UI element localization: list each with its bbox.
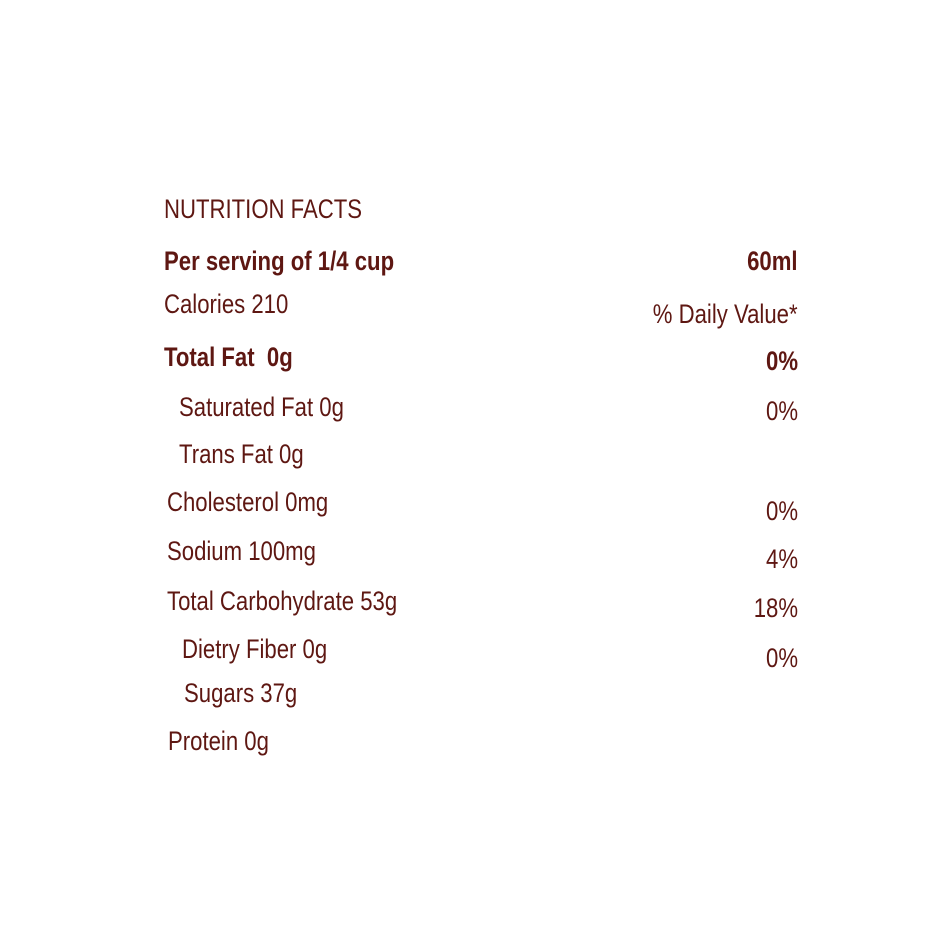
row-value: 0% [765, 496, 798, 526]
row-value: 60ml [747, 246, 798, 276]
row-label: Per serving of 1/4 cup [164, 246, 395, 276]
row-label: Cholesterol 0mg [167, 487, 329, 517]
row-label: Dietry Fiber 0g [182, 634, 328, 664]
row-value: % Daily Value* [653, 299, 798, 329]
row-label: Sodium 100mg [167, 536, 316, 566]
row-label: Trans Fat 0g [179, 439, 304, 469]
row-label: Saturated Fat 0g [179, 392, 344, 422]
row-value: 0% [765, 346, 798, 376]
row-label: Sugars 37g [184, 678, 298, 708]
row-value: 18% [753, 593, 798, 623]
row-value: 0% [765, 396, 798, 426]
row-value: 4% [765, 544, 798, 574]
row-label: Total Carbohydrate 53g [167, 586, 398, 616]
row-label: Protein 0g [168, 726, 269, 756]
title: NUTRITION FACTS [164, 194, 363, 224]
row-label: Calories 210 [164, 289, 289, 319]
row-value: 0% [765, 643, 798, 673]
row-label: Total Fat 0g [164, 342, 293, 372]
